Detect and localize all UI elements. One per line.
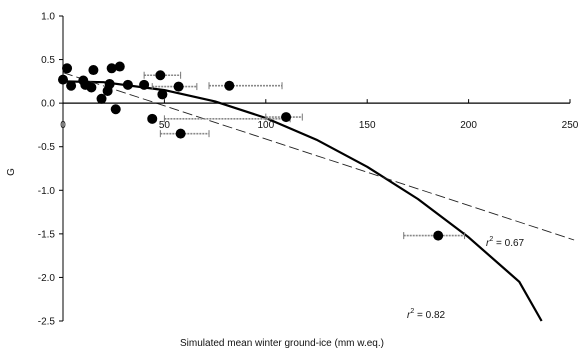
- x-tick-label: 100: [257, 120, 274, 131]
- data-point: [86, 82, 97, 93]
- x-tick-label: 0: [60, 120, 66, 131]
- x-tick-label: 250: [562, 120, 579, 131]
- data-point: [106, 63, 117, 74]
- y-tick-label: 0.5: [41, 55, 55, 66]
- r2-annotation-solid: r2 = 0.82: [407, 308, 446, 321]
- data-point: [62, 63, 73, 74]
- data-point: [175, 128, 186, 139]
- data-point: [139, 79, 150, 90]
- y-tick-label: -2.5: [38, 317, 56, 328]
- axes: 0 50 100 150 200 250 1.0 0.5 0.0 -0.5 -1.0 -1.5 -2.0…: [38, 12, 579, 328]
- y-axis-title: G: [6, 168, 17, 176]
- data-point: [104, 78, 115, 89]
- y-tick-label: -0.5: [38, 142, 56, 153]
- data-point: [114, 61, 125, 72]
- data-point: [155, 70, 166, 81]
- y-tick-label: -1.0: [38, 186, 56, 197]
- x-tick-label: 50: [159, 120, 171, 131]
- data-point: [88, 65, 99, 76]
- data-point: [110, 104, 121, 115]
- data-point: [147, 113, 158, 124]
- y-tick-label: 0.0: [41, 99, 55, 110]
- x-axis-title: Simulated mean winter ground-ice (mm w.e…: [180, 338, 384, 349]
- y-tick-label: 1.0: [41, 12, 55, 23]
- x-tick-label: 200: [460, 120, 477, 131]
- y-tick-label: -1.5: [38, 229, 56, 240]
- data-point: [173, 81, 184, 92]
- data-point: [96, 93, 107, 104]
- data-point: [66, 80, 77, 91]
- y-tick-label: -2.0: [38, 273, 56, 284]
- data-point: [157, 89, 168, 100]
- fit-line-dashed: [62, 72, 575, 241]
- fit-lines: [62, 72, 575, 322]
- data-point: [433, 230, 444, 241]
- data-point: [122, 79, 133, 90]
- data-point: [281, 112, 292, 123]
- data-point: [224, 80, 235, 91]
- r2-annotation-dashed: r2 = 0.67: [486, 236, 525, 249]
- x-tick-label: 150: [359, 120, 376, 131]
- data-points: [58, 61, 444, 241]
